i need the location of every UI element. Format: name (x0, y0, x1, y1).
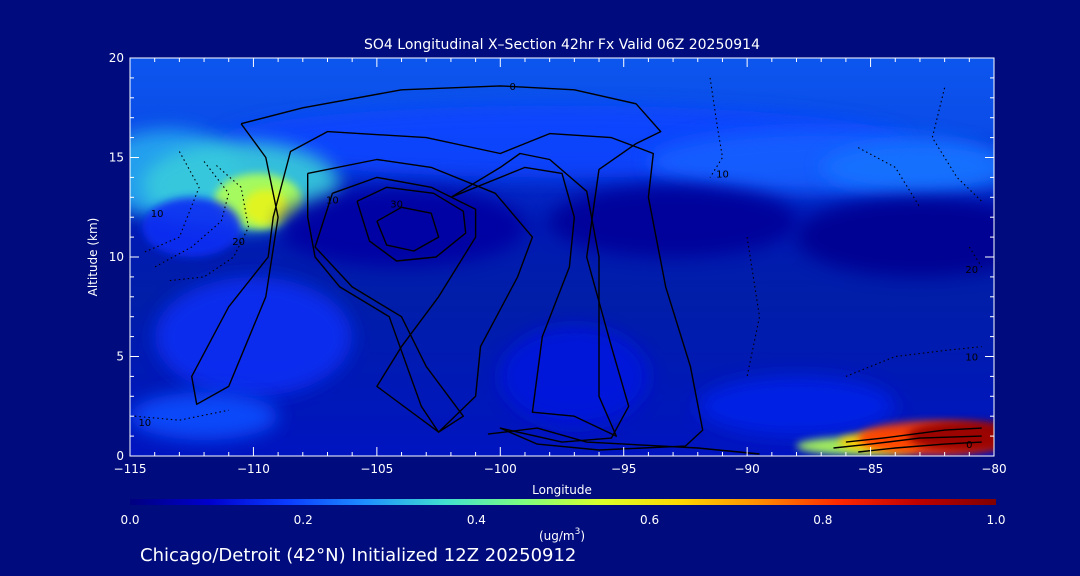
contour-solid (450, 152, 617, 437)
colorbar-unit-superscript: 3 (575, 527, 581, 537)
x-tick-label: −110 (237, 462, 270, 476)
contour-label: 10 (716, 169, 729, 180)
field-patch (243, 189, 288, 226)
x-tick-label: −80 (981, 462, 1006, 476)
contour-label: 10 (151, 209, 164, 220)
contour-lines (134, 77, 983, 455)
colorbar-ticks: 0.0 0.2 0.4 0.6 0.8 1.0 (120, 513, 1005, 527)
y-axis-label: Altitude (km) (86, 218, 100, 297)
contour-solid (845, 427, 982, 443)
x-tick-label: −95 (611, 462, 636, 476)
y-tick-label: 10 (109, 250, 124, 264)
colorbar-tick-label: 0.6 (640, 513, 659, 527)
field-patch (697, 376, 896, 437)
colorbar-tick-label: 0.0 (120, 513, 139, 527)
colorbar-unit-suffix: ) (580, 529, 585, 543)
contour-label: 10 (326, 195, 339, 206)
colorbar-tick-label: 0.2 (294, 513, 313, 527)
y-tick-label: 15 (109, 151, 124, 165)
y-tick-label: 0 (116, 449, 124, 463)
so4-concentration-field (130, 105, 994, 456)
x-axis-label: Longitude (532, 483, 592, 497)
field-patch (500, 326, 649, 427)
colorbar-tick-label: 0.4 (467, 513, 486, 527)
x-tick-label: −105 (360, 462, 393, 476)
x-tick-label: −100 (484, 462, 517, 476)
field-patch (796, 197, 994, 277)
contour-labels: 0 10 30 20 10 10 20 10 0 10 (138, 82, 978, 451)
contour-label: 10 (138, 418, 151, 429)
x-tick-label: −115 (114, 462, 147, 476)
field-patch (154, 276, 353, 397)
field-patch (549, 185, 797, 257)
contour-dashed (845, 346, 982, 377)
contour-solid (356, 186, 467, 262)
y-tick-label: 5 (116, 350, 124, 364)
contour-dashed (857, 147, 921, 208)
contour-dashed (142, 151, 200, 254)
field-patch (278, 187, 525, 267)
contour-dashed (134, 409, 229, 421)
init-footer: Chicago/Detroit (42°N) Initialized 12Z 2… (140, 545, 576, 566)
field-patch (142, 197, 242, 257)
contour-label: 30 (390, 199, 403, 210)
contour-label: 0 (509, 82, 515, 93)
colorbar-ramp (130, 499, 996, 505)
contour-solid (858, 441, 982, 453)
contour-solid (314, 176, 477, 433)
contour-solid (833, 435, 982, 449)
contour-solid (191, 85, 704, 451)
colorbar-tick-label: 0.8 (813, 513, 832, 527)
colorbar-unit-label: (ug/m3) (539, 527, 585, 543)
field-patch (821, 141, 994, 194)
contour-dashed (166, 165, 250, 282)
field-patch (130, 392, 279, 441)
y-tick-label: 20 (109, 51, 124, 65)
x-tick-label: −90 (734, 462, 759, 476)
contour-solid (376, 206, 440, 252)
contour-label: 10 (965, 353, 978, 364)
colorbar-tick-label: 1.0 (986, 513, 1005, 527)
contour-dashed (154, 161, 230, 268)
contour-label: 20 (965, 265, 978, 276)
chart-title: SO4 Longitudinal X–Section 42hr Fx Valid… (364, 37, 760, 53)
x-axis: −115 −110 −105 −100 −95 −90 −85 −80 (114, 58, 1007, 476)
x-tick-label: −85 (858, 462, 883, 476)
colorbar-unit-prefix: (ug/m (539, 529, 575, 543)
contour-solid (487, 427, 760, 455)
colorbar: 0.0 0.2 0.4 0.6 0.8 1.0 (ug/m3) (120, 499, 1006, 543)
contour-solid (307, 158, 534, 433)
y-axis: 0 5 10 15 20 (109, 51, 994, 463)
contour-label: 0 (966, 440, 972, 451)
plot-area: 0 10 30 20 10 10 20 10 0 10 (129, 57, 995, 457)
contour-label: 20 (232, 237, 245, 248)
